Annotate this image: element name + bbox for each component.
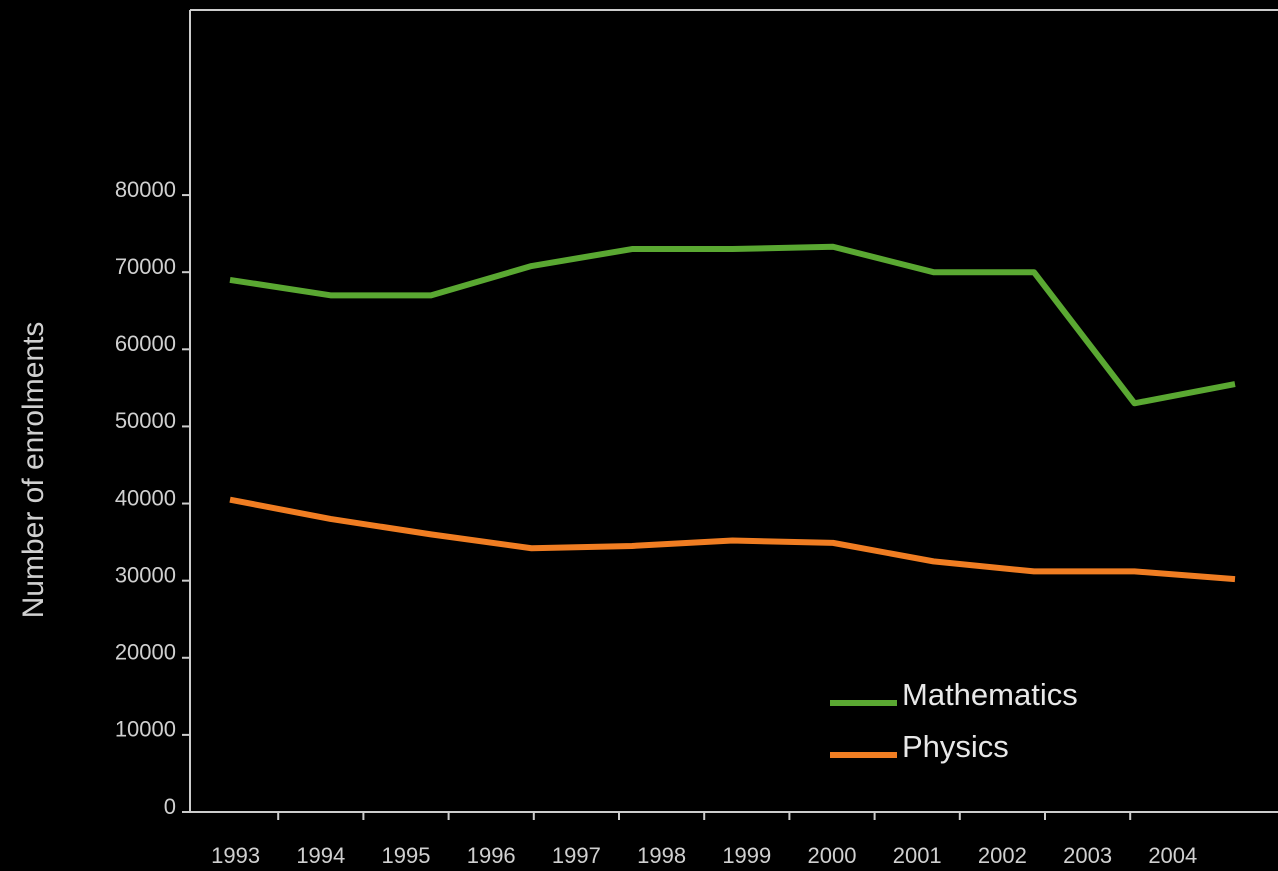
x-tick-label: 1994 bbox=[296, 843, 345, 868]
y-tick-label: 50000 bbox=[115, 408, 176, 433]
x-tick-label: 1995 bbox=[382, 843, 431, 868]
y-tick-label: 60000 bbox=[115, 331, 176, 356]
y-tick-label: 20000 bbox=[115, 640, 176, 665]
x-tick-label: 1993 bbox=[211, 843, 260, 868]
y-tick-label: 10000 bbox=[115, 717, 176, 742]
legend-label: Physics bbox=[902, 729, 1009, 764]
x-tick-label: 1999 bbox=[722, 843, 771, 868]
series-line bbox=[229, 496, 1236, 583]
y-tick-label: 70000 bbox=[115, 254, 176, 279]
y-tick-label: 40000 bbox=[115, 485, 176, 510]
y-tick-label: 30000 bbox=[115, 562, 176, 587]
x-tick-label: 2004 bbox=[1148, 843, 1197, 868]
x-tick-label: 1996 bbox=[467, 843, 516, 868]
y-axis-label: Number of enrolments bbox=[17, 322, 50, 619]
x-tick-label: 2003 bbox=[1063, 843, 1112, 868]
x-tick-label: 1997 bbox=[552, 843, 601, 868]
x-tick-label: 2001 bbox=[893, 843, 942, 868]
x-tick-label: 2000 bbox=[808, 843, 857, 868]
series-line bbox=[229, 243, 1236, 407]
legend-label: Mathematics bbox=[902, 677, 1078, 712]
y-tick-label: 80000 bbox=[115, 177, 176, 202]
x-tick-label: 2002 bbox=[978, 843, 1027, 868]
x-tick-label: 1998 bbox=[637, 843, 686, 868]
y-tick-label: 0 bbox=[164, 794, 176, 819]
